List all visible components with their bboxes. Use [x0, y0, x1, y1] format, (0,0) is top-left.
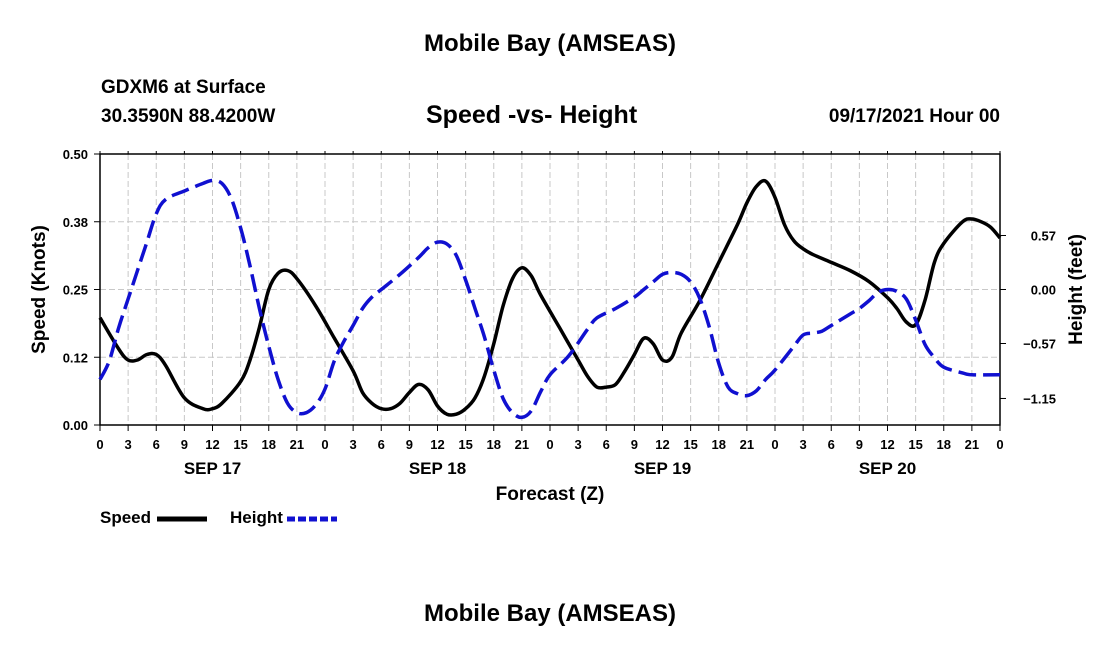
x-tick-label: 0: [996, 437, 1003, 452]
forecast-datetime: 09/17/2021 Hour 00: [828, 106, 1000, 127]
legend-speed-swatch: [157, 516, 208, 522]
x-tick-label: 0: [96, 437, 103, 452]
x-tick-label: 0: [771, 437, 778, 452]
station-label: GDXM6 at Surface: [101, 77, 266, 98]
y-left-tick-label: 0.00: [63, 418, 88, 433]
x-tick-label: 9: [181, 437, 188, 452]
series-line-height: [98, 178, 1001, 420]
y-left-tick-label: 0.25: [63, 283, 88, 298]
x-date-label: SEP 17: [184, 459, 241, 478]
x-tick-label: 18: [712, 437, 726, 452]
x-tick-label: 6: [378, 437, 385, 452]
x-tick-label: 3: [125, 437, 132, 452]
x-tick-label: 3: [350, 437, 357, 452]
x-tick-label: 6: [603, 437, 610, 452]
x-tick-label: 3: [800, 437, 807, 452]
x-tick-label: 0: [546, 437, 553, 452]
x-tick-label: 6: [153, 437, 160, 452]
x-tick-label: 0: [321, 437, 328, 452]
y-left-axis-label: Speed (Knots): [29, 225, 50, 354]
y-right-tick-label: −0.57: [1023, 337, 1056, 352]
x-tick-label: 18: [937, 437, 951, 452]
legend-speed-label: Speed: [100, 508, 152, 527]
x-tick-label: 21: [290, 437, 304, 452]
x-tick-label: 15: [233, 437, 247, 452]
y-right-tick-label: −1.15: [1023, 391, 1056, 406]
x-tick-label: 9: [631, 437, 638, 452]
x-tick-label: 12: [655, 437, 669, 452]
x-tick-label: 15: [683, 437, 697, 452]
legend-height: Height: [230, 508, 339, 528]
legend-speed: Speed: [100, 508, 209, 528]
x-tick-label: 6: [828, 437, 835, 452]
legend-height-swatch: [286, 516, 337, 522]
x-tick-label: 12: [205, 437, 219, 452]
x-tick-label: 12: [430, 437, 444, 452]
x-tick-label: 21: [740, 437, 754, 452]
x-tick-label: 9: [406, 437, 413, 452]
x-tick-label: 9: [856, 437, 863, 452]
x-tick-label: 18: [487, 437, 501, 452]
x-tick-label: 3: [575, 437, 582, 452]
x-tick-label: 12: [880, 437, 894, 452]
footer-title: Mobile Bay (AMSEAS): [423, 600, 677, 627]
x-tick-label: 15: [908, 437, 922, 452]
x-tick-label: 21: [515, 437, 529, 452]
y-right-tick-label: 0.57: [1031, 228, 1056, 243]
y-left-tick-label: 0.12: [63, 350, 88, 365]
x-tick-label: 21: [965, 437, 979, 452]
x-date-label: SEP 18: [409, 459, 466, 478]
chart-subtitle: Speed -vs- Height: [426, 101, 638, 129]
x-axis-label: Forecast (Z): [496, 484, 605, 505]
x-date-label: SEP 19: [634, 459, 691, 478]
series-line-speed: [98, 178, 1002, 417]
x-tick-label: 18: [262, 437, 276, 452]
legend-height-label: Height: [230, 508, 283, 527]
y-left-tick-label: 0.50: [63, 147, 88, 162]
y-left-tick-label: 0.38: [63, 215, 88, 230]
chart-title: Mobile Bay (AMSEAS): [423, 30, 677, 57]
x-date-label: SEP 20: [859, 459, 916, 478]
y-right-tick-label: 0.00: [1031, 283, 1056, 298]
coordinates-label: 30.3590N 88.4200W: [101, 106, 276, 127]
x-tick-label: 15: [458, 437, 472, 452]
y-right-axis-label: Height (feet): [1066, 234, 1087, 345]
